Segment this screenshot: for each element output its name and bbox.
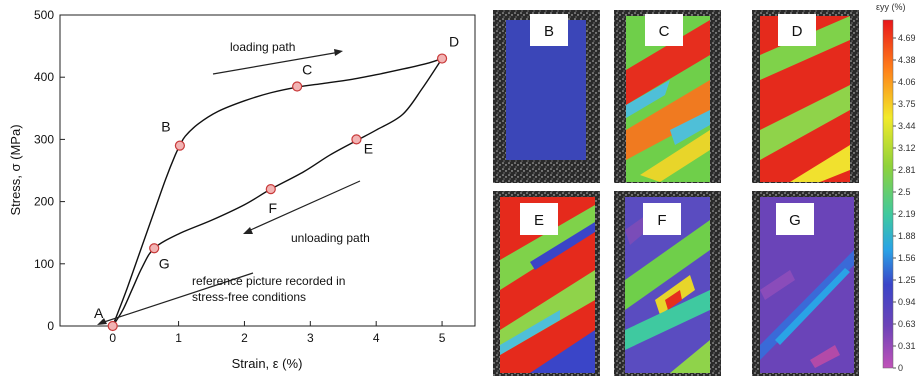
y-tick-label: 500 [34, 8, 54, 22]
y-axis-title: Stress, σ (MPa) [8, 124, 23, 215]
colorbar-tick-label: 0.31 [898, 341, 916, 351]
colorbar-tick-label: 1.25 [898, 275, 916, 285]
colorbar-tick-label: 2.5 [898, 187, 911, 197]
x-tick-label: 5 [439, 331, 446, 345]
x-axis-title: Strain, ε (%) [232, 356, 303, 371]
x-tick-label: 2 [241, 331, 248, 345]
reference-arrow [100, 272, 254, 324]
strain-field-panels: B C D [493, 2, 916, 376]
panel-d-label: D [792, 23, 803, 40]
y-tick-label: 100 [34, 257, 54, 271]
colorbar-tick-label: 4.06 [898, 77, 916, 87]
x-tick-label: 3 [307, 331, 314, 345]
point-label-f: F [269, 200, 278, 216]
panel-c-label: C [659, 23, 670, 40]
x-axis-ticks: 0 1 2 3 4 5 [109, 321, 446, 345]
colorbar-tick-label: 4.69 [898, 33, 916, 43]
reference-label-line1: reference picture recorded in [192, 274, 345, 288]
colorbar-tick-label: 1.88 [898, 231, 916, 241]
panel-f: F [614, 191, 721, 376]
reference-label-line2: stress-free conditions [192, 290, 306, 304]
point-label-d: D [449, 34, 459, 50]
curve-points: A B C D E F G [94, 34, 459, 332]
panel-g: G [752, 191, 859, 376]
y-tick-label: 0 [47, 319, 54, 333]
panel-c: C [614, 10, 721, 183]
colorbar-tick-label: 4.38 [898, 55, 916, 65]
loading-arrow-head [334, 49, 343, 56]
y-tick-label: 200 [34, 195, 54, 209]
colorbar: εyy (%) 4.69 4.38 4.06 3.75 3.44 3.12 2.81 2.5 2… [876, 2, 916, 373]
reference-arrow-head [97, 318, 107, 325]
panel-b: B [493, 10, 600, 183]
colorbar-ticks: 4.69 4.38 4.06 3.75 3.44 3.12 2.81 2.5 2.19 1.88 1… [893, 33, 916, 373]
colorbar-tick-label: 0 [898, 363, 903, 373]
colorbar-gradient [882, 19, 894, 369]
panel-g-label: G [789, 212, 801, 229]
colorbar-tick-label: 3.75 [898, 99, 916, 109]
panel-b-label: B [544, 23, 554, 40]
point-label-e: E [364, 140, 373, 156]
point-label-b: B [161, 119, 170, 135]
loading-path-label: loading path [230, 40, 295, 54]
y-tick-label: 300 [34, 132, 54, 146]
point-label-g: G [159, 255, 170, 271]
colorbar-tick-label: 2.81 [898, 165, 916, 175]
loading-curve [112, 57, 443, 327]
point-f [265, 184, 276, 195]
unloading-arrow-head [243, 227, 253, 234]
colorbar-tick-label: 3.44 [898, 121, 916, 131]
point-e [351, 134, 362, 145]
x-tick-label: 1 [175, 331, 182, 345]
point-label-c: C [302, 62, 312, 78]
x-tick-label: 0 [109, 331, 116, 345]
loading-arrow [212, 51, 341, 75]
panel-f-label: F [657, 212, 666, 229]
y-axis-ticks: 0 100 200 300 400 500 [34, 8, 65, 333]
point-label-a: A [94, 305, 104, 321]
panel-e-label: E [534, 212, 544, 229]
point-b [174, 140, 185, 151]
point-a [107, 320, 118, 332]
colorbar-tick-label: 0.63 [898, 319, 916, 329]
x-tick-label: 4 [373, 331, 380, 345]
unloading-arrow [245, 180, 361, 233]
colorbar-title: εyy (%) [876, 2, 906, 12]
colorbar-tick-label: 2.19 [898, 209, 916, 219]
panel-e: E [493, 191, 600, 376]
unloading-curve [112, 58, 443, 327]
panel-d: D [752, 10, 859, 183]
stress-strain-chart: 0 1 2 3 4 5 0 100 200 300 400 500 A B C D E F G loading … [8, 8, 476, 371]
plot-frame [59, 14, 476, 327]
colorbar-tick-label: 0.94 [898, 297, 916, 307]
colorbar-tick-label: 3.12 [898, 143, 916, 153]
point-d [436, 53, 448, 64]
y-tick-label: 400 [34, 70, 54, 84]
colorbar-tick-label: 1.56 [898, 253, 916, 263]
point-g [149, 243, 160, 254]
point-c [292, 81, 303, 92]
unloading-path-label: unloading path [291, 231, 370, 245]
